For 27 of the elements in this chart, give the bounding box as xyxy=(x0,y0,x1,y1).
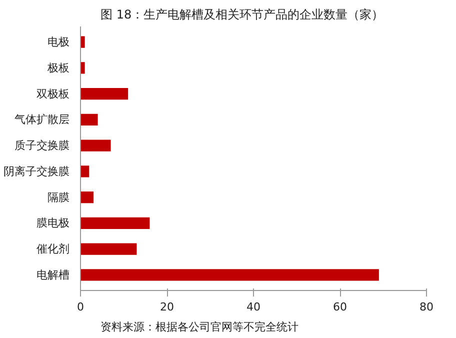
x-tick-label: 40 xyxy=(246,300,260,314)
bar xyxy=(80,36,85,48)
bar xyxy=(80,166,90,178)
y-tick-label: 气体扩散层 xyxy=(14,113,70,126)
bar xyxy=(80,269,379,281)
y-tick-label: 双极板 xyxy=(36,87,70,100)
bar xyxy=(80,88,128,100)
y-tick-label: 阴离子交换膜 xyxy=(4,164,70,178)
y-tick-label: 质子交换膜 xyxy=(14,139,70,152)
y-tick-label: 膜电极 xyxy=(36,216,70,230)
y-tick-label: 电极 xyxy=(48,36,70,49)
x-tick-label: 60 xyxy=(333,300,347,314)
bar xyxy=(80,114,98,126)
bar xyxy=(80,192,94,204)
bar xyxy=(80,140,111,152)
chart-title: 图 18：生产电解槽及相关环节产品的企业数量（家） xyxy=(100,8,384,22)
x-tick-label: 0 xyxy=(77,300,84,314)
bar xyxy=(80,243,137,255)
y-tick-label: 极板 xyxy=(46,61,70,74)
bar xyxy=(80,217,150,230)
bar xyxy=(80,62,85,74)
x-tick-label: 20 xyxy=(160,300,174,314)
x-tick-label: 80 xyxy=(420,300,434,314)
y-tick-label: 隔膜 xyxy=(48,190,70,204)
y-tick-label: 电解槽 xyxy=(36,268,70,282)
y-tick-label: 催化剂 xyxy=(36,242,70,256)
text: 资料来源：根据各公司官网等不完全统计 xyxy=(100,320,298,334)
